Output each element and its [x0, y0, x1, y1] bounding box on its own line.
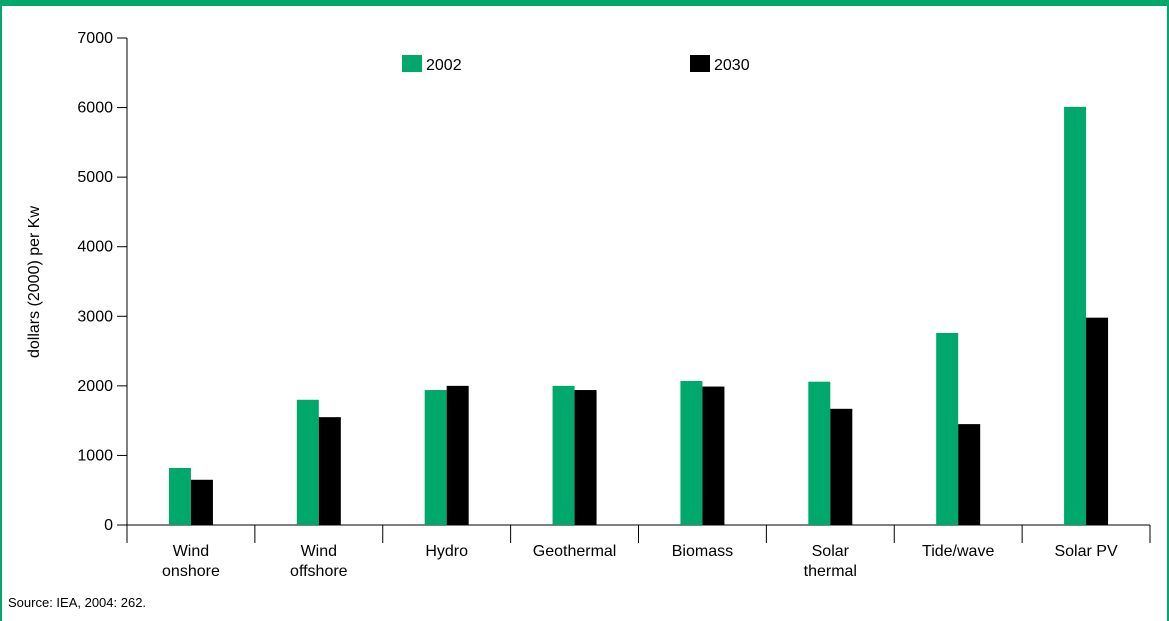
x-tick-label: Wind [301, 543, 337, 560]
bar-2030 [318, 417, 341, 525]
y-tick-label: 1000 [77, 447, 113, 464]
bar-2030 [446, 385, 469, 525]
source-note: Source: IEA, 2004: 262. [8, 595, 147, 610]
y-axis-title: dollars (2000) per Kw [26, 206, 43, 359]
bar-2030 [830, 408, 853, 525]
bar-2030 [1086, 317, 1109, 525]
y-tick-label: 2000 [77, 378, 113, 395]
bar-2002 [168, 467, 191, 525]
y-tick-label: 5000 [77, 169, 113, 186]
x-tick-label: thermal [804, 563, 857, 580]
bar-2030 [958, 424, 981, 525]
x-tick-label: Tide/wave [922, 543, 994, 560]
x-tick-label: Wind [173, 543, 209, 560]
x-tick-label: Solar PV [1054, 543, 1117, 560]
x-tick-label: Solar [812, 543, 850, 560]
x-tick-label: Hydro [425, 543, 468, 560]
legend-label: 2030 [714, 57, 750, 74]
bar-2002 [936, 332, 959, 525]
legend-swatch-2002 [402, 55, 422, 72]
x-tick-label: Biomass [672, 543, 733, 560]
y-tick-label: 3000 [77, 308, 113, 325]
bar-2002 [424, 390, 447, 525]
bar-2030 [190, 479, 213, 525]
bar-2002 [552, 385, 575, 525]
y-tick-label: 7000 [77, 30, 113, 47]
x-tick-label: Geothermal [533, 543, 617, 560]
bar-2002 [296, 399, 319, 525]
y-tick-label: 6000 [77, 100, 113, 117]
y-tick-label: 4000 [77, 239, 113, 256]
x-tick-label: onshore [162, 563, 220, 580]
legend-label: 2002 [426, 57, 462, 74]
bar-2002 [1064, 106, 1087, 525]
bar-2002 [680, 380, 703, 525]
bar-2002 [808, 381, 831, 525]
bar-2030 [702, 386, 725, 525]
legend-swatch-2030 [690, 55, 710, 72]
x-tick-label: offshore [290, 563, 348, 580]
y-tick-label: 0 [104, 517, 113, 534]
bar-2030 [574, 390, 597, 525]
